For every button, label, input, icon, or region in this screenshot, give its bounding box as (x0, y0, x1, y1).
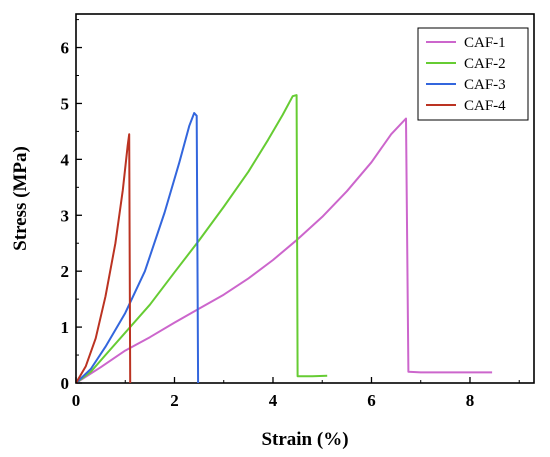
y-tick-label: 2 (61, 262, 70, 281)
ticks: 0 2 4 6 8 0 1 2 3 4 5 6 (61, 19, 520, 410)
series-line-caf-2 (75, 94, 328, 384)
y-axis-title: Stress (MPa) (10, 146, 31, 251)
legend-label: CAF-1 (464, 35, 506, 51)
series-line-caf-1 (75, 117, 493, 384)
series-lines (75, 94, 493, 384)
x-tick-label: 8 (466, 391, 475, 410)
y-tick-label: 1 (61, 318, 70, 337)
y-tick-label: 3 (61, 206, 70, 225)
y-tick-label: 4 (61, 150, 70, 169)
y-tick-label: 6 (61, 39, 70, 58)
legend-label: CAF-2 (464, 56, 506, 72)
x-tick-label: 6 (367, 391, 376, 410)
plot-frame (75, 13, 535, 384)
y-tick-label: 0 (61, 374, 70, 393)
y-tick-label: 5 (61, 94, 70, 113)
x-tick-label: 2 (170, 391, 179, 410)
x-tick-label: 4 (269, 391, 278, 410)
x-tick-label: 0 (72, 391, 81, 410)
axes (75, 13, 535, 384)
legend-label: CAF-3 (464, 77, 506, 93)
x-axis-title: Strain (%) (261, 429, 348, 450)
legend: CAF-1 CAF-2 CAF-3 CAF-4 (417, 27, 529, 121)
legend-label: CAF-4 (464, 98, 506, 114)
series-line-caf-3 (75, 112, 200, 384)
series-line-caf-4 (75, 133, 132, 384)
